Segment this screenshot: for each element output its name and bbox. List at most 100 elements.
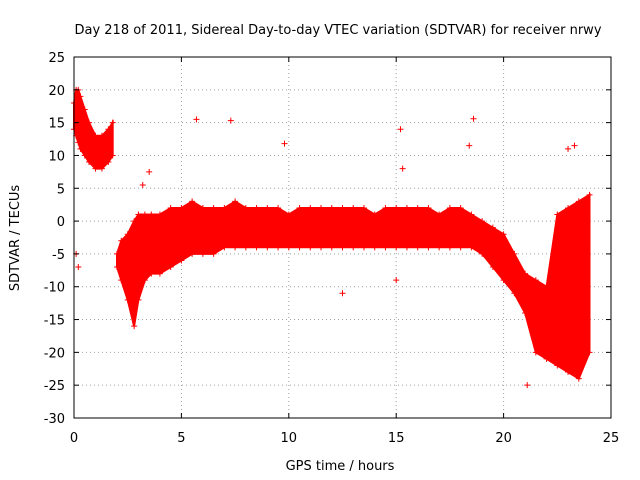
data-point — [532, 349, 539, 356]
data-point — [285, 211, 292, 218]
data-point — [242, 244, 249, 251]
outlier-point — [397, 126, 404, 133]
data-point — [565, 369, 572, 376]
outlier-point — [227, 117, 234, 124]
outlier-point — [193, 116, 200, 123]
data-point — [77, 93, 84, 100]
data-point — [178, 257, 185, 264]
data-point — [446, 244, 453, 251]
data-point — [543, 355, 550, 362]
data-point — [479, 250, 486, 257]
data-point — [371, 211, 378, 218]
data-point — [189, 250, 196, 257]
data-point — [253, 244, 260, 251]
data-point — [393, 244, 400, 251]
data-point — [307, 204, 314, 211]
data-point — [425, 244, 432, 251]
x-tick-label: 15 — [388, 431, 405, 446]
data-point — [264, 244, 271, 251]
data-point — [92, 132, 99, 139]
outlier-point — [139, 181, 146, 188]
data-point — [522, 309, 529, 316]
data-point — [318, 204, 325, 211]
data-point — [522, 270, 529, 277]
data-point — [131, 218, 138, 225]
data-point — [148, 211, 155, 218]
data-point — [124, 296, 131, 303]
data-point — [457, 204, 464, 211]
data-point — [500, 277, 507, 284]
data-point — [264, 204, 271, 211]
data-point — [382, 204, 389, 211]
x-tick-label: 25 — [603, 431, 620, 446]
data-point — [360, 244, 367, 251]
y-tick-label: -20 — [44, 346, 65, 361]
data-point — [242, 204, 249, 211]
data-point — [575, 198, 582, 205]
x-tick-label: 10 — [281, 431, 298, 446]
data-point — [210, 250, 217, 257]
data-point — [554, 211, 561, 218]
data-point — [275, 204, 282, 211]
data-point — [500, 231, 507, 238]
data-point — [543, 283, 550, 290]
data-point — [199, 250, 206, 257]
y-tick-label: -10 — [44, 281, 65, 296]
data-point — [135, 296, 142, 303]
data-point — [81, 106, 88, 113]
data-point — [586, 349, 593, 356]
outlier-point — [281, 140, 288, 147]
y-tick-label: -30 — [44, 412, 65, 427]
data-point — [75, 139, 82, 146]
data-point — [98, 132, 105, 139]
data-point — [109, 119, 116, 126]
data-point — [489, 224, 496, 231]
y-tick-label: 10 — [48, 149, 65, 164]
data-point — [86, 159, 93, 166]
data-point — [141, 277, 148, 284]
outlier-point — [571, 142, 578, 149]
data-point — [232, 244, 239, 251]
data-point — [253, 204, 260, 211]
data-point — [199, 204, 206, 211]
data-point — [414, 244, 421, 251]
outlier-point — [393, 277, 400, 284]
data-point — [339, 204, 346, 211]
data-point — [586, 191, 593, 198]
data-point — [371, 244, 378, 251]
x-tick-label: 20 — [495, 431, 512, 446]
y-tick-label: 5 — [57, 182, 65, 197]
y-tick-label: 20 — [48, 84, 65, 99]
data-point — [360, 204, 367, 211]
y-tick-label: -5 — [52, 248, 65, 263]
data-point — [92, 165, 99, 172]
data-point — [275, 244, 282, 251]
outlier-point — [399, 165, 406, 172]
data-point — [124, 231, 131, 238]
data-point — [105, 159, 112, 166]
data-point — [511, 250, 518, 257]
data-point — [339, 244, 346, 251]
data-point — [457, 244, 464, 251]
data-point — [167, 204, 174, 211]
x-tick-label: 0 — [70, 431, 78, 446]
x-axis-label: GPS time / hours — [286, 459, 395, 474]
outlier-point — [75, 264, 82, 271]
data-point — [575, 375, 582, 382]
data-point — [425, 204, 432, 211]
y-tick-label: 0 — [57, 215, 65, 230]
data-point — [109, 152, 116, 159]
data-point — [113, 264, 120, 271]
data-point — [189, 198, 196, 205]
data-point — [156, 211, 163, 218]
data-point — [468, 244, 475, 251]
data-point — [446, 204, 453, 211]
data-point — [148, 270, 155, 277]
data-point — [156, 270, 163, 277]
data-point — [511, 290, 518, 297]
y-axis-label: SDTVAR / TECUs — [8, 185, 23, 292]
data-point — [210, 204, 217, 211]
data-point — [403, 204, 410, 211]
outlier-point — [470, 115, 477, 122]
